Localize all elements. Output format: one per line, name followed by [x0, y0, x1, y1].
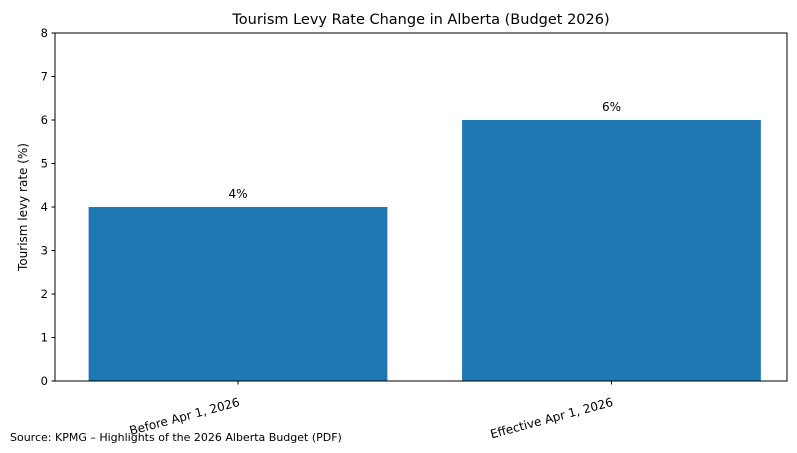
x-tick-label: Effective Apr 1, 2026	[489, 395, 615, 441]
data-label: 6%	[602, 100, 621, 114]
axes-frame	[54, 32, 788, 382]
data-label: 4%	[228, 187, 247, 201]
bar-0	[88, 207, 388, 381]
y-tick-label: 2	[41, 287, 48, 301]
y-axis-label: Tourism levy rate (%)	[16, 143, 30, 272]
y-tick-label: 0	[41, 374, 48, 388]
y-tick-label: 8	[41, 26, 48, 40]
y-tick-label: 7	[41, 70, 48, 84]
source-note: Source: KPMG – Highlights of the 2026 Al…	[10, 431, 342, 444]
y-tick-label: 3	[41, 244, 48, 258]
y-tick-label: 6	[41, 113, 48, 127]
bar-1	[462, 120, 761, 381]
y-tick-label: 5	[41, 157, 48, 171]
chart-title: Tourism Levy Rate Change in Alberta (Bud…	[231, 12, 609, 28]
y-tick-label: 4	[41, 200, 48, 214]
y-tick-label: 1	[41, 331, 48, 345]
